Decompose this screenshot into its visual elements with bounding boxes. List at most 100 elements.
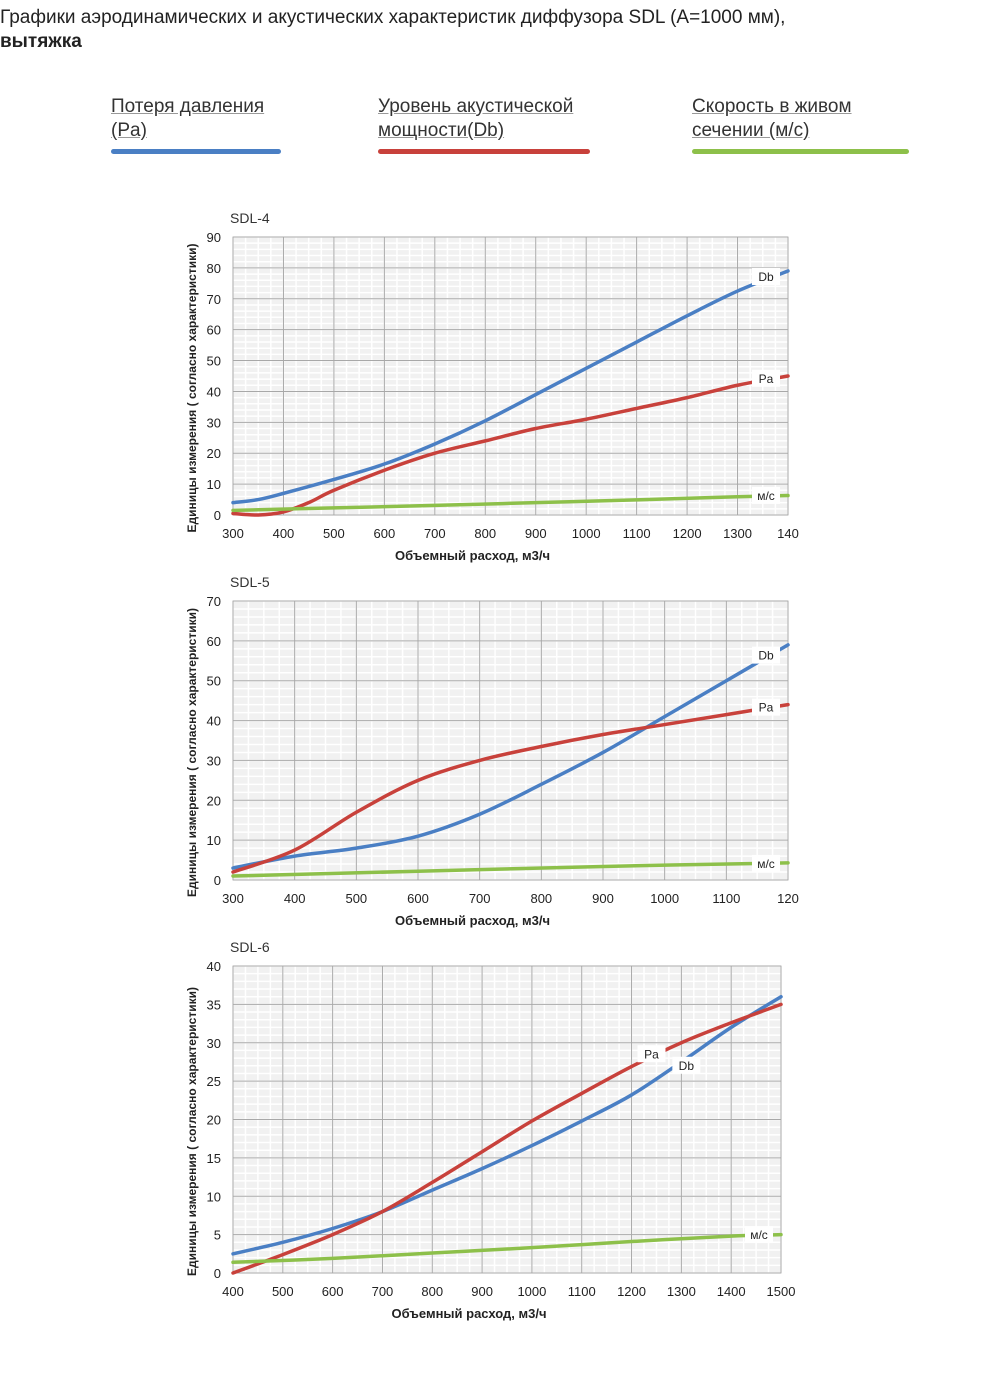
y-tick-label: 10: [207, 1189, 221, 1204]
chart-title: SDL-5: [230, 574, 270, 590]
y-axis-label: Единицы измерения ( согласно характерист…: [185, 244, 199, 533]
svg-text:Db: Db: [758, 270, 774, 284]
x-tick-label: 700: [424, 526, 446, 541]
x-tick-label: 500: [345, 891, 367, 906]
x-tick-label: 1100: [568, 1284, 596, 1299]
y-tick-label: 0: [214, 1266, 221, 1281]
legend-swatch: [378, 149, 590, 154]
svg-text:Db: Db: [679, 1059, 695, 1073]
y-tick-label: 40: [207, 714, 221, 729]
y-axis-label: Единицы измерения ( согласно характерист…: [185, 608, 199, 897]
y-tick-label: 10: [207, 833, 221, 848]
x-tick-label: 1100: [623, 526, 651, 541]
series-label: Db: [672, 1056, 701, 1074]
series-line-pa: [231, 374, 790, 517]
x-tick-label: 1200: [617, 1284, 646, 1299]
series-label: м/с: [752, 486, 780, 504]
x-tick-label: 1500: [767, 1284, 796, 1299]
y-tick-label: 20: [207, 793, 221, 808]
x-tick-label: 500: [272, 1284, 294, 1299]
x-axis-label: Объемный расход, м3/ч: [391, 1306, 546, 1321]
x-tick-label: 900: [471, 1284, 493, 1299]
chart-title: SDL-6: [230, 939, 270, 955]
series-label: Pa: [637, 1045, 666, 1063]
y-tick-label: 70: [207, 594, 221, 609]
series-line-db: [231, 269, 790, 505]
svg-text:Db: Db: [758, 649, 774, 663]
x-axis-label: Объемный расход, м3/ч: [395, 548, 550, 563]
series-label: м/с: [752, 854, 780, 872]
y-tick-label: 20: [207, 1113, 221, 1128]
title-line2: вытяжка: [0, 31, 82, 52]
series-line-db: [231, 643, 790, 870]
series-label: Db: [752, 268, 780, 286]
chart-sdl-5: SDL-5 0 10 20 30 40 50 60 70 300 400 500 600 700 800 90…: [185, 574, 799, 928]
svg-text:Pa: Pa: [759, 372, 774, 386]
series-line-ms: [231, 493, 790, 513]
legend-velocity: Скорость в живом сечении (м/с): [692, 95, 909, 154]
y-tick-label: 50: [207, 674, 221, 689]
y-tick-label: 0: [214, 508, 221, 523]
x-tick-label: 140: [777, 526, 799, 541]
y-tick-label: 40: [207, 959, 221, 974]
chart-sdl-4: SDL-4 0 10 20 30 40 50 60 70 80 90 300 400 500 600 700 8…: [185, 210, 799, 563]
legend-acoustic: Уровень акустической мощности(Db): [378, 95, 590, 154]
legend-label: сечении (м/с): [692, 120, 810, 141]
svg-text:Pa: Pa: [759, 701, 774, 715]
svg-text:м/с: м/с: [750, 1228, 768, 1242]
y-tick-label: 30: [207, 753, 221, 768]
series-line-ms: [231, 1232, 783, 1265]
x-tick-label: 1400: [717, 1284, 746, 1299]
y-tick-label: 90: [207, 230, 221, 245]
y-tick-label: 15: [207, 1151, 221, 1166]
y-tick-label: 30: [207, 1036, 221, 1051]
legend-label: Потеря давления: [111, 96, 265, 117]
y-tick-label: 50: [207, 354, 221, 369]
y-tick-label: 0: [214, 873, 221, 888]
legend-swatch: [692, 149, 909, 154]
x-tick-label: 700: [372, 1284, 394, 1299]
x-tick-label: 300: [222, 891, 244, 906]
series-label: Pa: [752, 369, 780, 387]
x-tick-label: 600: [374, 526, 396, 541]
x-tick-label: 120: [777, 891, 799, 906]
svg-text:м/с: м/с: [757, 489, 775, 503]
y-axis-label: Единицы измерения ( согласно характерист…: [185, 987, 199, 1276]
y-tick-label: 5: [214, 1228, 221, 1243]
legend-pressure: Потеря давления (Pa): [111, 95, 281, 154]
x-tick-label: 1300: [723, 526, 752, 541]
x-tick-label: 700: [469, 891, 491, 906]
title-line1: Графики аэродинамических и акустических …: [0, 7, 786, 28]
x-tick-label: 400: [273, 526, 295, 541]
y-tick-label: 40: [207, 384, 221, 399]
x-tick-label: 1000: [517, 1284, 546, 1299]
svg-text:Pa: Pa: [644, 1047, 659, 1061]
x-tick-label: 800: [474, 526, 496, 541]
legend-swatch: [111, 149, 281, 154]
y-tick-label: 60: [207, 323, 221, 338]
series-line-pa: [231, 702, 790, 874]
x-tick-label: 400: [222, 1284, 244, 1299]
series-label: м/с: [745, 1226, 773, 1244]
x-tick-label: 600: [407, 891, 429, 906]
legend-label: (Pa): [111, 120, 147, 141]
x-tick-label: 1300: [667, 1284, 696, 1299]
y-tick-label: 20: [207, 446, 221, 461]
y-tick-label: 35: [207, 997, 221, 1012]
series-line-pa: [231, 1002, 783, 1275]
y-tick-label: 10: [207, 477, 221, 492]
x-tick-label: 400: [284, 891, 306, 906]
x-tick-label: 1000: [572, 526, 601, 541]
y-tick-label: 30: [207, 415, 221, 430]
x-axis-label: Объемный расход, м3/ч: [395, 913, 550, 928]
x-tick-label: 1000: [650, 891, 679, 906]
svg-text:м/с: м/с: [757, 857, 775, 871]
x-tick-label: 800: [530, 891, 552, 906]
y-tick-label: 25: [207, 1074, 221, 1089]
y-tick-label: 80: [207, 261, 221, 276]
y-tick-label: 60: [207, 634, 221, 649]
series-line-ms: [231, 861, 790, 878]
y-tick-label: 70: [207, 292, 221, 307]
x-tick-label: 300: [222, 526, 244, 541]
